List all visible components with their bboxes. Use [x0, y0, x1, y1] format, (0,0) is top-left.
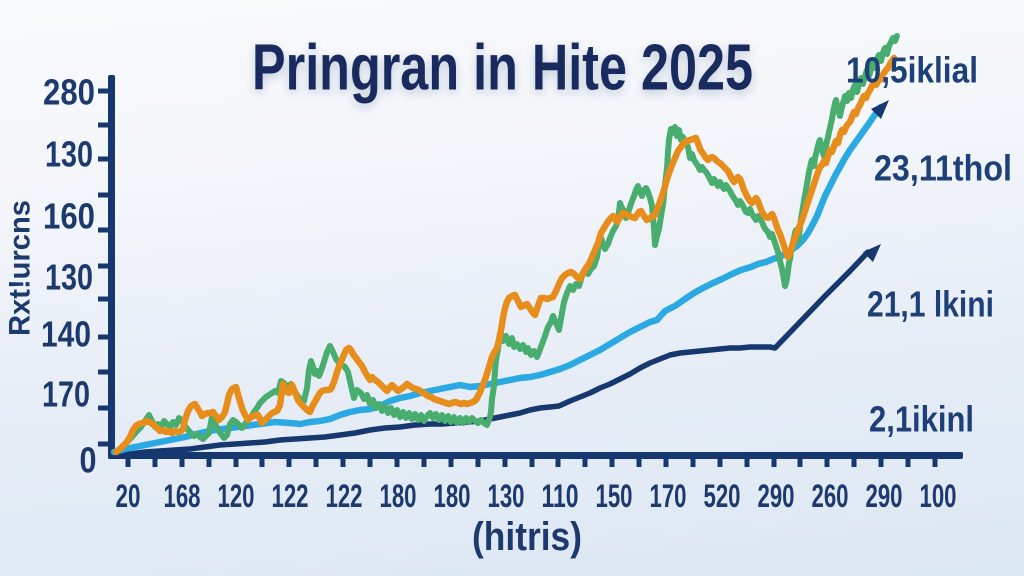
svg-text:170: 170	[42, 374, 90, 415]
svg-text:Rxt!urcns: Rxt!urcns	[4, 200, 37, 336]
svg-text:Pringran in Hite 2025: Pringran in Hite 2025	[252, 31, 753, 104]
svg-text:130: 130	[45, 257, 93, 298]
svg-text:140: 140	[41, 314, 91, 355]
svg-text:110: 110	[542, 478, 579, 514]
svg-text:260: 260	[812, 478, 849, 514]
svg-text:122: 122	[326, 478, 363, 514]
svg-text:0: 0	[80, 440, 97, 481]
svg-text:180: 180	[380, 478, 417, 514]
svg-text:100: 100	[920, 478, 957, 514]
svg-text:130: 130	[45, 134, 93, 175]
svg-text:150: 150	[596, 478, 633, 514]
svg-text:170: 170	[650, 478, 687, 514]
svg-text:23,11thol: 23,11thol	[874, 148, 1012, 189]
svg-text:21,1 lkini: 21,1 lkini	[867, 284, 994, 325]
svg-text:130: 130	[488, 478, 525, 514]
svg-text:290: 290	[866, 478, 903, 514]
svg-text:280: 280	[43, 72, 95, 113]
svg-text:(hitris): (hitris)	[472, 515, 582, 559]
svg-text:160: 160	[43, 196, 95, 237]
svg-text:168: 168	[164, 478, 201, 514]
svg-text:20: 20	[116, 478, 141, 514]
svg-text:120: 120	[218, 478, 255, 514]
svg-text:180: 180	[434, 478, 471, 514]
svg-text:290: 290	[758, 478, 795, 514]
svg-text:122: 122	[272, 478, 309, 514]
svg-text:2,1ikinl: 2,1ikinl	[869, 399, 974, 440]
svg-text:10,5iklial: 10,5iklial	[846, 50, 978, 91]
svg-text:520: 520	[704, 478, 741, 514]
